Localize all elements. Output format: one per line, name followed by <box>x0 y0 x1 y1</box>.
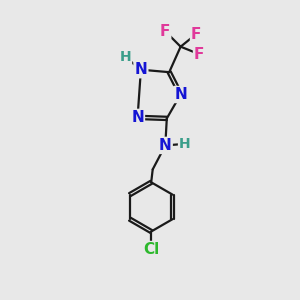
Text: F: F <box>191 27 201 42</box>
Text: N: N <box>131 110 144 125</box>
Text: N: N <box>134 62 147 77</box>
Text: F: F <box>160 24 170 39</box>
Text: N: N <box>174 87 187 102</box>
Text: H: H <box>179 137 190 151</box>
Text: Cl: Cl <box>143 242 159 257</box>
Text: F: F <box>194 47 204 62</box>
Text: N: N <box>159 138 172 153</box>
Text: H: H <box>119 50 131 64</box>
